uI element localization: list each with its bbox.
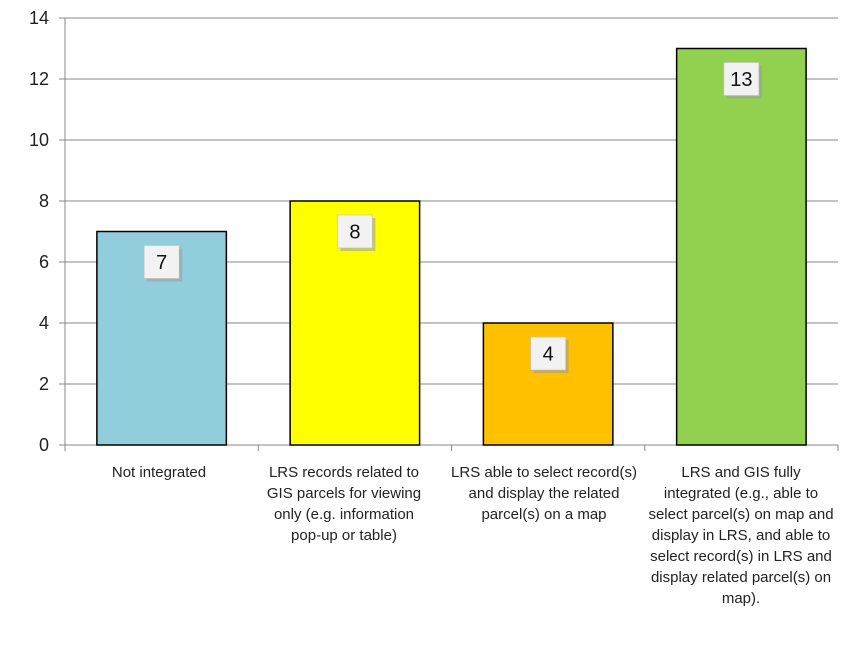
data-label-0: 7	[156, 252, 167, 274]
data-label-1: 8	[349, 222, 360, 244]
bar-3	[675, 47, 807, 446]
y-tick-label-10: 10	[29, 130, 49, 150]
data-label-box-2	[530, 336, 566, 371]
x-tick-label-2: LRS able to select record(s) and display…	[451, 464, 637, 523]
x-tick-label-3: LRS and GIS fully integrated (e.g., able…	[648, 464, 834, 607]
y-tick-label-4: 4	[39, 313, 49, 333]
data-label-2: 4	[543, 344, 554, 366]
y-tick-label-14: 14	[29, 8, 49, 28]
y-tick-label-12: 12	[29, 69, 49, 89]
y-tick-label-8: 8	[39, 191, 49, 211]
data-label-3: 13	[730, 69, 752, 91]
x-tick-label-0: Not integrated	[111, 464, 207, 481]
data-label-box-3	[723, 62, 760, 96]
x-tick-label-1: LRS records related to GIS parcels for v…	[266, 464, 422, 544]
y-tick-label-0: 0	[39, 435, 49, 455]
y-tick-label-2: 2	[39, 374, 49, 394]
data-label-box-0	[143, 245, 180, 279]
y-tick-label-6: 6	[39, 252, 49, 272]
data-label-box-1	[337, 214, 373, 249]
